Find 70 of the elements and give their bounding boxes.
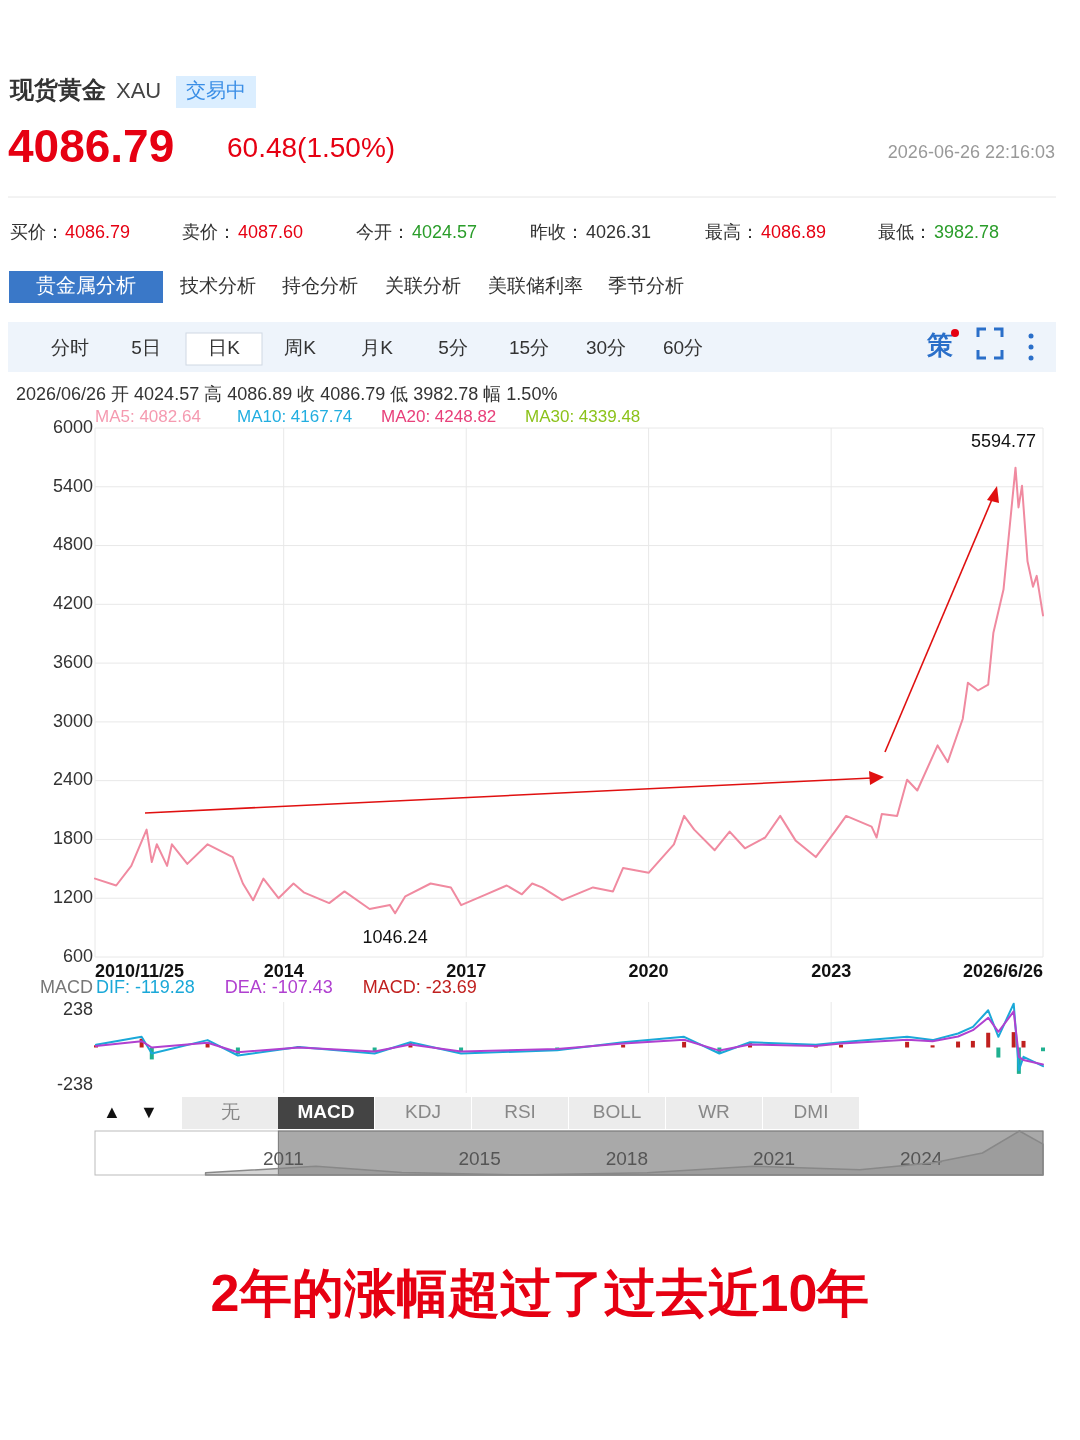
text: 昨收：: [530, 221, 584, 242]
text: BOLL: [592, 1101, 642, 1123]
y-tick-label: -238: [56, 1073, 93, 1094]
y-tick-label: 3000: [52, 710, 93, 731]
annotation: 1046.24: [362, 927, 428, 948]
text: RSI: [504, 1101, 536, 1123]
text: 最高：: [705, 221, 759, 242]
text: MA5: 4082.64: [95, 407, 201, 427]
text: 卖价：: [182, 221, 236, 242]
text: 4086.79: [65, 221, 131, 242]
text: WR: [698, 1101, 730, 1123]
text: 现货黄金: [9, 76, 106, 104]
text: 最低：: [878, 221, 932, 242]
y-tick-label: 1800: [52, 828, 93, 849]
text: 分时: [51, 337, 89, 359]
text: 60.48(1.50%): [227, 132, 396, 164]
text: MA20: 4248.82: [381, 407, 497, 427]
text: 贵金属分析: [36, 274, 136, 297]
y-tick-label: 600: [62, 945, 93, 966]
text: 今开：: [356, 221, 410, 242]
text: 关联分析: [385, 275, 461, 297]
text: 交易中: [186, 79, 246, 102]
text: ▲: [103, 1101, 121, 1122]
y-tick-label: 6000: [52, 416, 93, 437]
text: 策: [926, 329, 953, 360]
text: KDJ: [405, 1101, 441, 1123]
text: 4024.57: [412, 221, 478, 242]
y-tick-label: 3600: [52, 651, 93, 672]
x-tick-label: 2026/6/26: [962, 960, 1043, 981]
text: 周K: [284, 337, 317, 359]
y-tick-label: 2400: [52, 769, 93, 790]
text: 技术分析: [179, 275, 256, 297]
x-tick-label: 2018: [605, 1148, 648, 1170]
text: 买价：: [10, 221, 64, 242]
x-tick-label: 2015: [458, 1148, 501, 1170]
y-tick-label: 5400: [52, 475, 93, 496]
y-tick-label: 238: [62, 998, 93, 1019]
annotation: 5594.77: [970, 431, 1037, 452]
text: 4087.60: [238, 221, 304, 242]
x-tick-label: 2023: [811, 960, 852, 981]
text: 美联储利率: [487, 275, 583, 297]
text: 5分: [438, 337, 468, 359]
text: 2026/06/26 开 4024.57 高 4086.89 收 4086.79 低 3982.78 幅 1.50%: [16, 383, 558, 404]
text: 2026-06-26 22:16:03: [887, 141, 1055, 162]
text: 日K: [208, 337, 241, 359]
y-tick-label: 1200: [52, 886, 93, 907]
text: 季节分析: [608, 275, 684, 297]
text: 15分: [508, 337, 550, 359]
y-tick-label: 4200: [52, 593, 93, 614]
text: MA30: 4339.48: [525, 407, 641, 427]
text: MA10: 4167.74: [237, 407, 353, 427]
text: MACD: [297, 1101, 355, 1123]
text: 60分: [662, 337, 704, 359]
text: 3982.78: [934, 221, 1000, 242]
x-tick-label: 2021: [752, 1148, 796, 1170]
text: 2年的涨幅超过了过去近10年: [210, 1263, 870, 1322]
legend-title: MACD: [40, 976, 93, 997]
text: 无: [220, 1101, 240, 1123]
text: 5日: [131, 337, 161, 359]
text: 持仓分析: [282, 275, 358, 297]
text: 4086.89: [761, 221, 827, 242]
text: 30分: [585, 337, 627, 359]
text: XAU: [116, 77, 162, 103]
y-tick-label: 4800: [52, 534, 93, 555]
text: 4026.31: [586, 221, 652, 242]
text: 月K: [361, 337, 394, 359]
text: ▼: [140, 1101, 158, 1122]
text: DMI: [793, 1101, 829, 1123]
text: 4086.79: [8, 120, 175, 173]
x-tick-label: 2020: [628, 960, 669, 981]
